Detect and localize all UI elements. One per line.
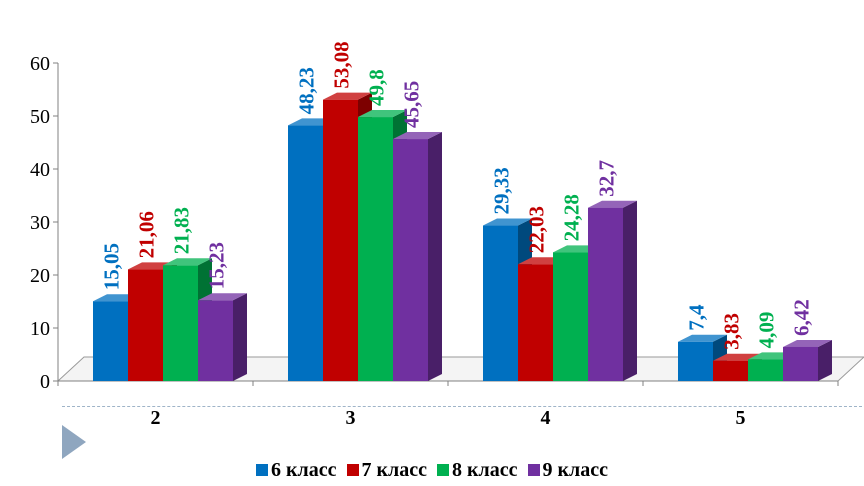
bar-side (623, 200, 637, 381)
bar-top (163, 258, 212, 266)
data-label: 21,83 (170, 207, 194, 254)
data-label: 15,23 (205, 242, 229, 289)
y-tick-label: 50 (30, 106, 50, 128)
legend-label: 9 класс (542, 459, 609, 481)
bar-front (518, 264, 553, 381)
bar-top (678, 334, 727, 342)
bar-front (358, 117, 393, 381)
y-tick-label: 10 (30, 318, 50, 340)
bar-side (233, 293, 247, 381)
bar-top (358, 110, 407, 118)
bar-front (783, 346, 818, 381)
data-label: 3,83 (720, 313, 744, 350)
bar-front (93, 301, 128, 381)
legend-swatch (346, 464, 359, 476)
bar-front (163, 265, 198, 381)
data-label: 21,06 (135, 211, 159, 258)
bar (783, 339, 832, 381)
data-label: 4,09 (755, 312, 779, 349)
bar-side (818, 339, 832, 381)
bar-front (713, 360, 748, 381)
data-label: 6,42 (790, 299, 814, 336)
bar-front (393, 139, 428, 381)
legend-swatch (527, 464, 540, 476)
y-tick-label: 0 (40, 371, 50, 393)
data-label: 49,8 (365, 69, 389, 106)
data-label: 45,65 (400, 81, 424, 128)
data-label: 7,4 (685, 304, 709, 331)
bar-front (553, 252, 588, 381)
data-label: 24,28 (560, 194, 584, 241)
data-label: 53,08 (330, 41, 354, 88)
bar-top (783, 339, 832, 347)
x-category-label: 2 (151, 407, 161, 429)
legend-entry: 6 класс (256, 459, 337, 482)
data-label: 32,7 (595, 160, 619, 197)
bar (588, 200, 637, 381)
bar-front (483, 225, 518, 381)
x-category-label: 3 (346, 407, 356, 429)
bar-front (198, 300, 233, 381)
y-tick-label: 20 (30, 265, 50, 287)
legend-entry: 8 класс (437, 459, 518, 482)
bar-top (198, 293, 247, 301)
y-tick-label: 30 (30, 212, 50, 234)
y-tick-label: 40 (30, 159, 50, 181)
data-label: 15,05 (100, 243, 124, 290)
bar-top (393, 132, 442, 140)
data-label: 29,33 (490, 167, 514, 214)
bar-top (588, 200, 637, 208)
bar-front (588, 207, 623, 381)
bar-front (678, 341, 713, 381)
legend-swatch (256, 464, 268, 476)
data-label: 22,03 (525, 206, 549, 253)
decorative-dashed-line (62, 406, 862, 407)
play-arrow-icon (62, 425, 86, 459)
bar-front (128, 269, 163, 381)
legend-label: 6 класс (271, 459, 337, 481)
y-tick-label: 60 (30, 53, 50, 75)
bar-front (288, 125, 323, 381)
x-category-label: 5 (736, 407, 746, 429)
bar-top (323, 92, 372, 100)
bar-top (483, 218, 532, 226)
bar (678, 334, 727, 381)
bar (393, 132, 442, 381)
data-label: 48,23 (295, 67, 319, 114)
legend-entry: 7 класс (346, 459, 428, 482)
legend-label: 7 класс (361, 459, 428, 481)
bar-front (748, 359, 783, 381)
bar (198, 293, 247, 381)
legend-label: 8 класс (452, 459, 518, 481)
legend: 6 класс 7 класс 8 класс 9 класс (0, 459, 864, 482)
bar-side (428, 132, 442, 381)
legend-entry: 9 класс (527, 459, 609, 482)
x-category-label: 4 (541, 407, 551, 429)
bar-front (323, 99, 358, 382)
legend-swatch (437, 464, 449, 476)
